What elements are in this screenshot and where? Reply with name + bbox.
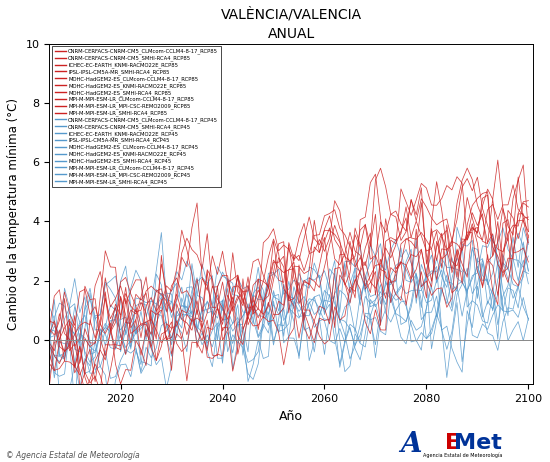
Legend: CNRM-CERFACS-CNRM-CM5_CLMcom-CCLM4-8-17_RCP85, CNRM-CERFACS-CNRM-CM5_SMHI-RCA4_R: CNRM-CERFACS-CNRM-CM5_CLMcom-CCLM4-8-17_… bbox=[52, 46, 221, 187]
Text: A: A bbox=[400, 431, 422, 458]
X-axis label: Año: Año bbox=[279, 410, 304, 423]
Title: VALÈNCIA/VALENCIA
ANUAL: VALÈNCIA/VALENCIA ANUAL bbox=[221, 7, 362, 41]
Text: © Agencia Estatal de Meteorología: © Agencia Estatal de Meteorología bbox=[6, 451, 139, 460]
Text: Agencia Estatal de Meteorología: Agencia Estatal de Meteorología bbox=[423, 453, 503, 458]
Y-axis label: Cambio de la temperatura mínima (°C): Cambio de la temperatura mínima (°C) bbox=[7, 98, 20, 330]
Text: Met: Met bbox=[454, 433, 502, 453]
Text: E: E bbox=[445, 433, 460, 453]
